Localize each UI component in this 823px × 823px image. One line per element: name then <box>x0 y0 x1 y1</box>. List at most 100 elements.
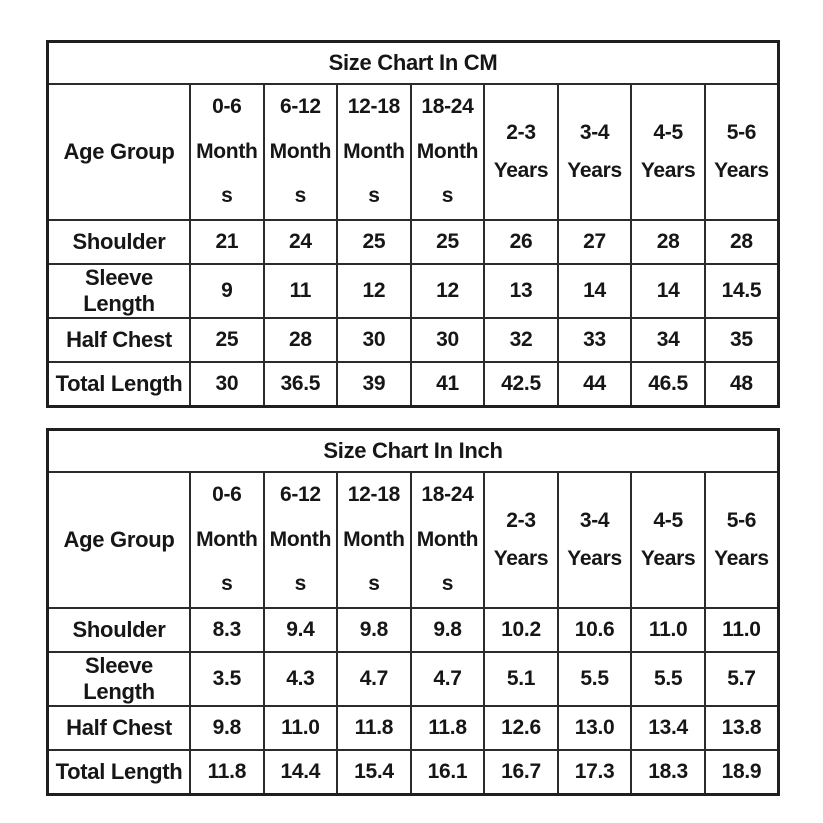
table-row-sleeve-length: Sleeve Length 3.5 4.3 4.7 4.7 5.1 5.5 5.… <box>46 650 780 707</box>
column-header-4-5-years: 4-5 Years <box>630 83 706 221</box>
data-cell: 5.1 <box>483 650 559 707</box>
data-cell: 9.4 <box>262 606 339 653</box>
column-header-3-4-years: 3-4 Years <box>556 471 633 609</box>
data-cell: 44 <box>556 360 633 408</box>
table-row-sleeve-length: Sleeve Length 9 11 12 12 13 14 14 14.5 <box>46 262 780 319</box>
data-cell: 5.7 <box>703 650 780 707</box>
data-cell: 4.7 <box>336 650 412 707</box>
data-cell: 11.8 <box>336 704 412 751</box>
data-cell: 16.1 <box>409 748 486 796</box>
table-title-row: Size Chart In Inch <box>46 428 780 473</box>
column-header-12-18-months: 12-18 Month s <box>336 471 412 609</box>
data-cell: 28 <box>703 218 780 265</box>
table-title: Size Chart In CM <box>46 40 780 85</box>
data-cell: 28 <box>630 218 706 265</box>
column-header-0-6-months: 0-6 Month s <box>189 471 265 609</box>
data-cell: 9.8 <box>409 606 486 653</box>
table-title-row: Size Chart In CM <box>46 40 780 85</box>
data-cell: 14 <box>556 262 633 319</box>
column-header-12-18-months: 12-18 Month s <box>336 83 412 221</box>
table-row-total-length: Total Length 30 36.5 39 41 42.5 44 46.5 … <box>46 360 780 408</box>
data-cell: 18.9 <box>703 748 780 796</box>
data-cell: 11.0 <box>262 704 339 751</box>
data-cell: 18.3 <box>630 748 706 796</box>
column-header-4-5-years: 4-5 Years <box>630 471 706 609</box>
data-cell: 15.4 <box>336 748 412 796</box>
row-label: Total Length <box>46 748 192 796</box>
data-cell: 13.8 <box>703 704 780 751</box>
data-cell: 17.3 <box>556 748 633 796</box>
data-cell: 32 <box>483 316 559 363</box>
data-cell: 13.4 <box>630 704 706 751</box>
data-cell: 5.5 <box>556 650 633 707</box>
data-cell: 16.7 <box>483 748 559 796</box>
row-label: Total Length <box>46 360 192 408</box>
data-cell: 39 <box>336 360 412 408</box>
column-header-6-12-months: 6-12 Month s <box>262 471 339 609</box>
data-cell: 11.0 <box>703 606 780 653</box>
row-label: Half Chest <box>46 316 192 363</box>
data-cell: 26 <box>483 218 559 265</box>
row-label: Sleeve Length <box>46 650 192 707</box>
data-cell: 25 <box>409 218 486 265</box>
size-chart-inch-table: Size Chart In Inch Age Group 0-6 Month s… <box>46 428 780 796</box>
column-header-2-3-years: 2-3 Years <box>483 83 559 221</box>
data-cell: 14.4 <box>262 748 339 796</box>
table-row-shoulder: Shoulder 8.3 9.4 9.8 9.8 10.2 10.6 11.0 … <box>46 606 780 653</box>
data-cell: 9 <box>189 262 265 319</box>
column-header-3-4-years: 3-4 Years <box>556 83 633 221</box>
column-header-18-24-months: 18-24 Month s <box>409 83 486 221</box>
data-cell: 9.8 <box>189 704 265 751</box>
table-row-half-chest: Half Chest 25 28 30 30 32 33 34 35 <box>46 316 780 363</box>
table-title: Size Chart In Inch <box>46 428 780 473</box>
data-cell: 30 <box>409 316 486 363</box>
age-group-header: Age Group <box>46 471 192 609</box>
table-row-shoulder: Shoulder 21 24 25 25 26 27 28 28 <box>46 218 780 265</box>
data-cell: 48 <box>703 360 780 408</box>
column-header-5-6-years: 5-6 Years <box>703 471 780 609</box>
data-cell: 27 <box>556 218 633 265</box>
column-header-5-6-years: 5-6 Years <box>703 83 780 221</box>
data-cell: 4.7 <box>409 650 486 707</box>
row-label: Shoulder <box>46 606 192 653</box>
table-row-total-length: Total Length 11.8 14.4 15.4 16.1 16.7 17… <box>46 748 780 796</box>
data-cell: 36.5 <box>262 360 339 408</box>
data-cell: 12.6 <box>483 704 559 751</box>
data-cell: 14.5 <box>703 262 780 319</box>
data-cell: 21 <box>189 218 265 265</box>
age-group-header: Age Group <box>46 83 192 221</box>
data-cell: 42.5 <box>483 360 559 408</box>
data-cell: 5.5 <box>630 650 706 707</box>
data-cell: 30 <box>189 360 265 408</box>
data-cell: 12 <box>336 262 412 319</box>
data-cell: 33 <box>556 316 633 363</box>
row-label: Half Chest <box>46 704 192 751</box>
data-cell: 11.0 <box>630 606 706 653</box>
data-cell: 35 <box>703 316 780 363</box>
data-cell: 34 <box>630 316 706 363</box>
data-cell: 8.3 <box>189 606 265 653</box>
data-cell: 3.5 <box>189 650 265 707</box>
data-cell: 9.8 <box>336 606 412 653</box>
data-cell: 4.3 <box>262 650 339 707</box>
data-cell: 24 <box>262 218 339 265</box>
column-header-2-3-years: 2-3 Years <box>483 471 559 609</box>
table-header-row: Age Group 0-6 Month s 6-12 Month s 12-18… <box>46 83 780 221</box>
data-cell: 13.0 <box>556 704 633 751</box>
size-chart-cm-table: Size Chart In CM Age Group 0-6 Month s 6… <box>46 40 780 408</box>
data-cell: 30 <box>336 316 412 363</box>
data-cell: 41 <box>409 360 486 408</box>
row-label: Sleeve Length <box>46 262 192 319</box>
data-cell: 10.6 <box>556 606 633 653</box>
data-cell: 12 <box>409 262 486 319</box>
data-cell: 46.5 <box>630 360 706 408</box>
data-cell: 25 <box>189 316 265 363</box>
row-label: Shoulder <box>46 218 192 265</box>
column-header-18-24-months: 18-24 Month s <box>409 471 486 609</box>
data-cell: 14 <box>630 262 706 319</box>
data-cell: 11 <box>262 262 339 319</box>
data-cell: 11.8 <box>189 748 265 796</box>
data-cell: 11.8 <box>409 704 486 751</box>
table-header-row: Age Group 0-6 Month s 6-12 Month s 12-18… <box>46 471 780 609</box>
